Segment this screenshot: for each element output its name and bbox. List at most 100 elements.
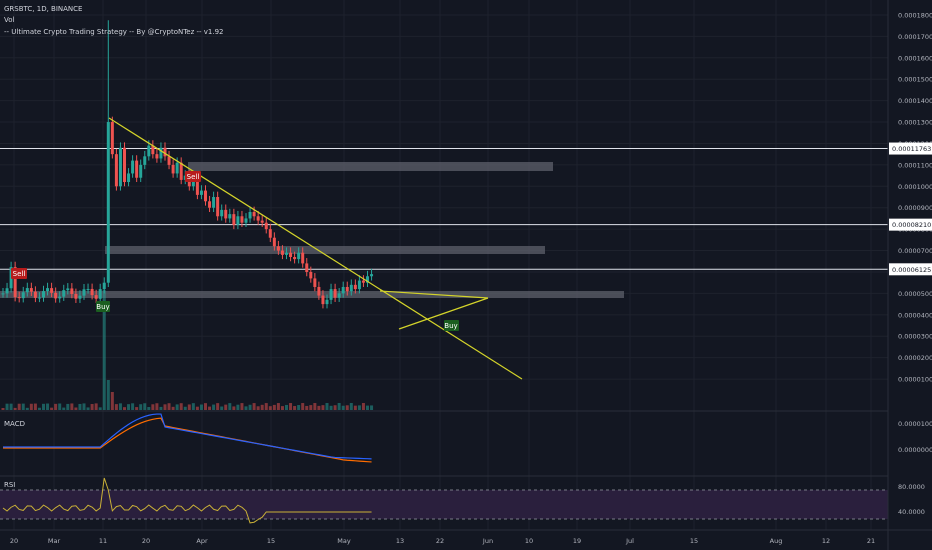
sell-signal-2: Sell [185,171,201,182]
volume-bar [175,404,179,410]
volume-bars [1,290,374,410]
volume-bar [195,406,199,410]
buy-signal-2: Buy [444,320,459,331]
candle-body [285,252,288,255]
rsi-band [0,490,888,519]
candle-body [118,147,122,187]
candle-body [66,288,70,291]
candle-body [33,291,37,298]
descending-trendline[interactable] [108,117,523,380]
price-level-label: 0.00008210 [892,221,931,229]
candle-body [42,291,45,298]
candle-body [135,160,139,178]
volume-bar [224,404,228,410]
candle-body [70,288,74,294]
candle-body [1,293,5,295]
candle-body [228,214,232,219]
macd-line [3,413,372,460]
candle-body [204,190,207,202]
candle-body [86,288,90,290]
volume-bar [244,406,248,410]
time-tick: 11 [99,537,107,545]
volume-bar [1,408,5,410]
volume-bar [313,403,317,410]
candle-body [309,271,313,279]
volume-bar [94,403,98,410]
volume-bar [268,406,272,410]
volume-bar [179,403,183,410]
triangle-lower-line[interactable] [398,297,489,330]
volume-bar [54,403,58,410]
volume-bar [187,404,191,410]
volume-bar [123,407,126,410]
candle-body [349,284,353,292]
candle-body [29,288,33,292]
candle-body [232,214,236,225]
candle-body [13,267,17,298]
volume-bar [216,403,220,410]
time-tick: Mar [48,537,61,545]
rsi-line [2,477,372,524]
price-axis[interactable]: 0.000190000.000180000.000170000.00016000… [889,0,932,384]
candle-body [114,154,118,187]
volume-bar [301,403,305,410]
volume-bar [232,406,236,410]
candle-body [199,190,203,195]
price-level-label-bg [889,142,932,155]
candle-body [127,173,131,183]
volume-bar [297,405,301,410]
volume-bar [317,405,321,410]
volume-bar [293,406,297,410]
candle-body [155,154,159,159]
volume-bar [106,380,110,410]
time-tick: 21 [867,537,875,545]
candle-body [25,288,29,293]
candle-body [248,212,252,219]
chart-grid [0,0,888,530]
volume-bar [102,290,106,410]
candle-body [224,209,228,219]
candle-body [5,288,9,294]
volume-bar [325,403,329,410]
candle-body [353,284,357,290]
candle-body [337,293,341,298]
time-tick: Jun [482,537,493,545]
candle-body [50,288,54,293]
candle-body [260,220,264,223]
candle-body [90,288,94,296]
volume-bar [110,392,114,410]
volume-bar [228,403,232,410]
volume-bar [337,403,341,410]
candle-body [325,299,329,305]
volume-bar [143,403,147,410]
volume-bar [353,405,357,410]
strategy-legend[interactable]: -- Ultimate Crypto Trading Strategy -- B… [4,28,224,36]
volume-bar [183,406,187,410]
volume-bar [199,404,203,410]
candle-body [82,289,86,296]
time-tick: 15 [690,537,698,545]
candle-body [191,177,195,187]
candle-body [179,162,183,180]
price-level-label-bg [889,263,932,276]
candle-body [58,296,62,299]
candle-body [264,222,268,230]
candle-body [244,218,248,223]
volume-legend[interactable]: Vol [4,16,15,24]
candle-body [220,209,224,217]
volume-bar [13,407,17,410]
symbol-legend[interactable]: GRSBTC, 1D, BINANCE [4,5,83,13]
volume-bar [280,406,284,410]
triangle-upper-line[interactable] [379,290,489,299]
volume-bar [204,403,207,410]
volume-bar [37,407,41,410]
candle-body [297,252,301,260]
time-axis[interactable]: 20 Mar 11 20 Apr 15 May 13 22 Jun 10 19 Jul 15 Aug 12 21 [10,537,875,545]
